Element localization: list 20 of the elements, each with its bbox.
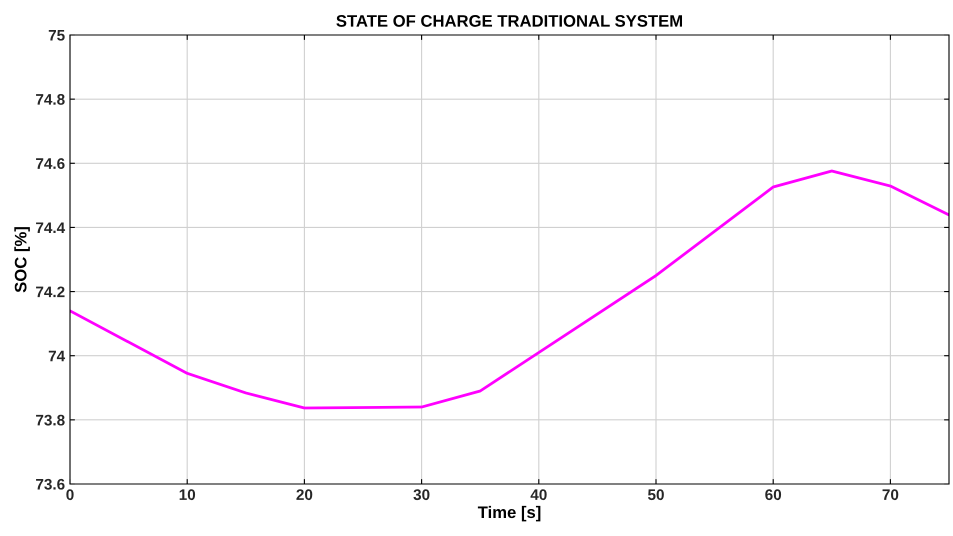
- y-tick-label: 74.6: [36, 158, 65, 169]
- chart-title: STATE OF CHARGE TRADITIONAL SYSTEM: [336, 15, 682, 27]
- x-tick-label: 30: [413, 489, 430, 500]
- x-tick-label: 60: [765, 489, 782, 500]
- y-tick-label: 74: [48, 350, 66, 362]
- y-tick-label: 74.4: [36, 222, 66, 233]
- y-tick-label: 73.6: [36, 478, 65, 490]
- x-axis-title: Time [s]: [478, 506, 540, 522]
- x-tick-label: 0: [66, 489, 74, 500]
- x-tick-label: 50: [648, 489, 664, 500]
- y-tick-label: 74.2: [36, 286, 65, 298]
- y-tick-label: 74.8: [36, 94, 65, 105]
- x-tick-label: 20: [296, 489, 312, 500]
- x-tick-label: 10: [180, 489, 196, 500]
- line-series: [70, 170, 949, 410]
- y-tick-label: 73.8: [36, 414, 65, 426]
- y-axis-title: SOC [%]: [14, 227, 30, 292]
- y-tick-label: 75: [48, 30, 65, 41]
- x-tick-label: 40: [530, 489, 547, 500]
- x-tick-label: 70: [882, 489, 898, 500]
